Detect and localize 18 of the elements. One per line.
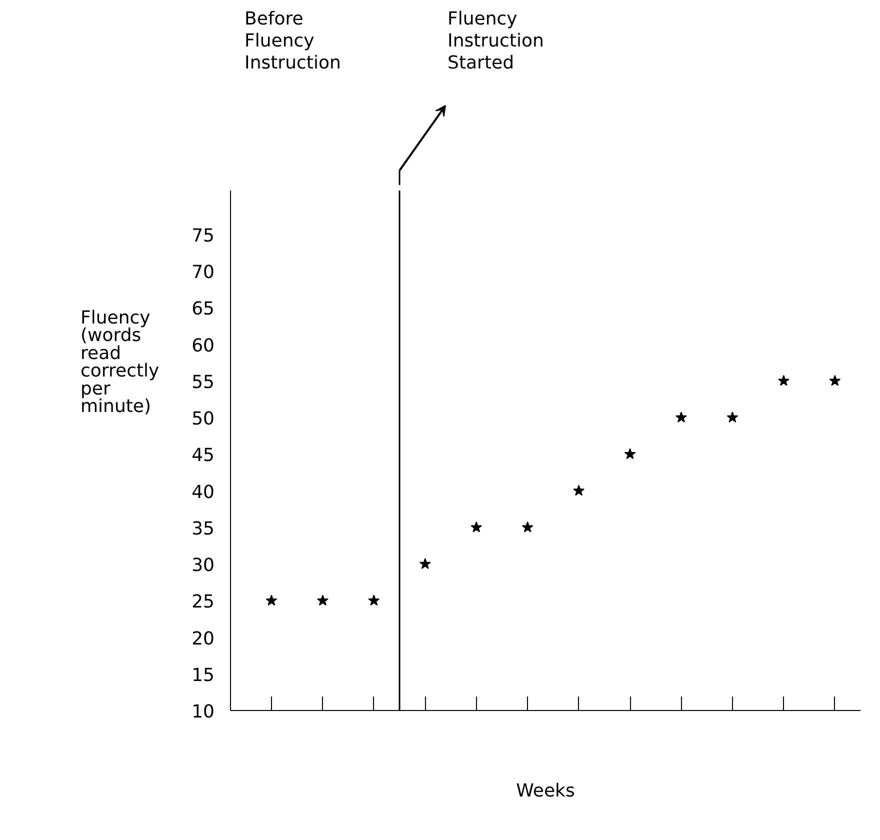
x-axis-title: Weeks: [516, 780, 575, 802]
y-tick-label: 30: [192, 555, 214, 576]
y-tick-label: 45: [192, 445, 214, 466]
y-tick-label: 25: [192, 592, 214, 613]
y-tick-label: 15: [192, 664, 214, 686]
y-tick-label: 20: [192, 628, 214, 650]
y-tick-label: 40: [192, 482, 214, 503]
y-tick-label: 60: [192, 335, 214, 356]
y-tick-label: 55: [192, 372, 214, 393]
y-tick-label: 70: [192, 262, 214, 284]
y-tick-label: 35: [192, 518, 214, 540]
y-tick-label: 65: [192, 298, 214, 320]
y-tick-label: 75: [192, 225, 214, 246]
y-axis-title: Fluency (words read correctly per minute): [80, 307, 160, 418]
text: Before Fluency Instruction: [244, 8, 341, 74]
y-tick-label: 10: [192, 702, 214, 722]
text: Fluency Instruction Started: [448, 8, 544, 74]
y-tick-label: 50: [192, 408, 214, 430]
